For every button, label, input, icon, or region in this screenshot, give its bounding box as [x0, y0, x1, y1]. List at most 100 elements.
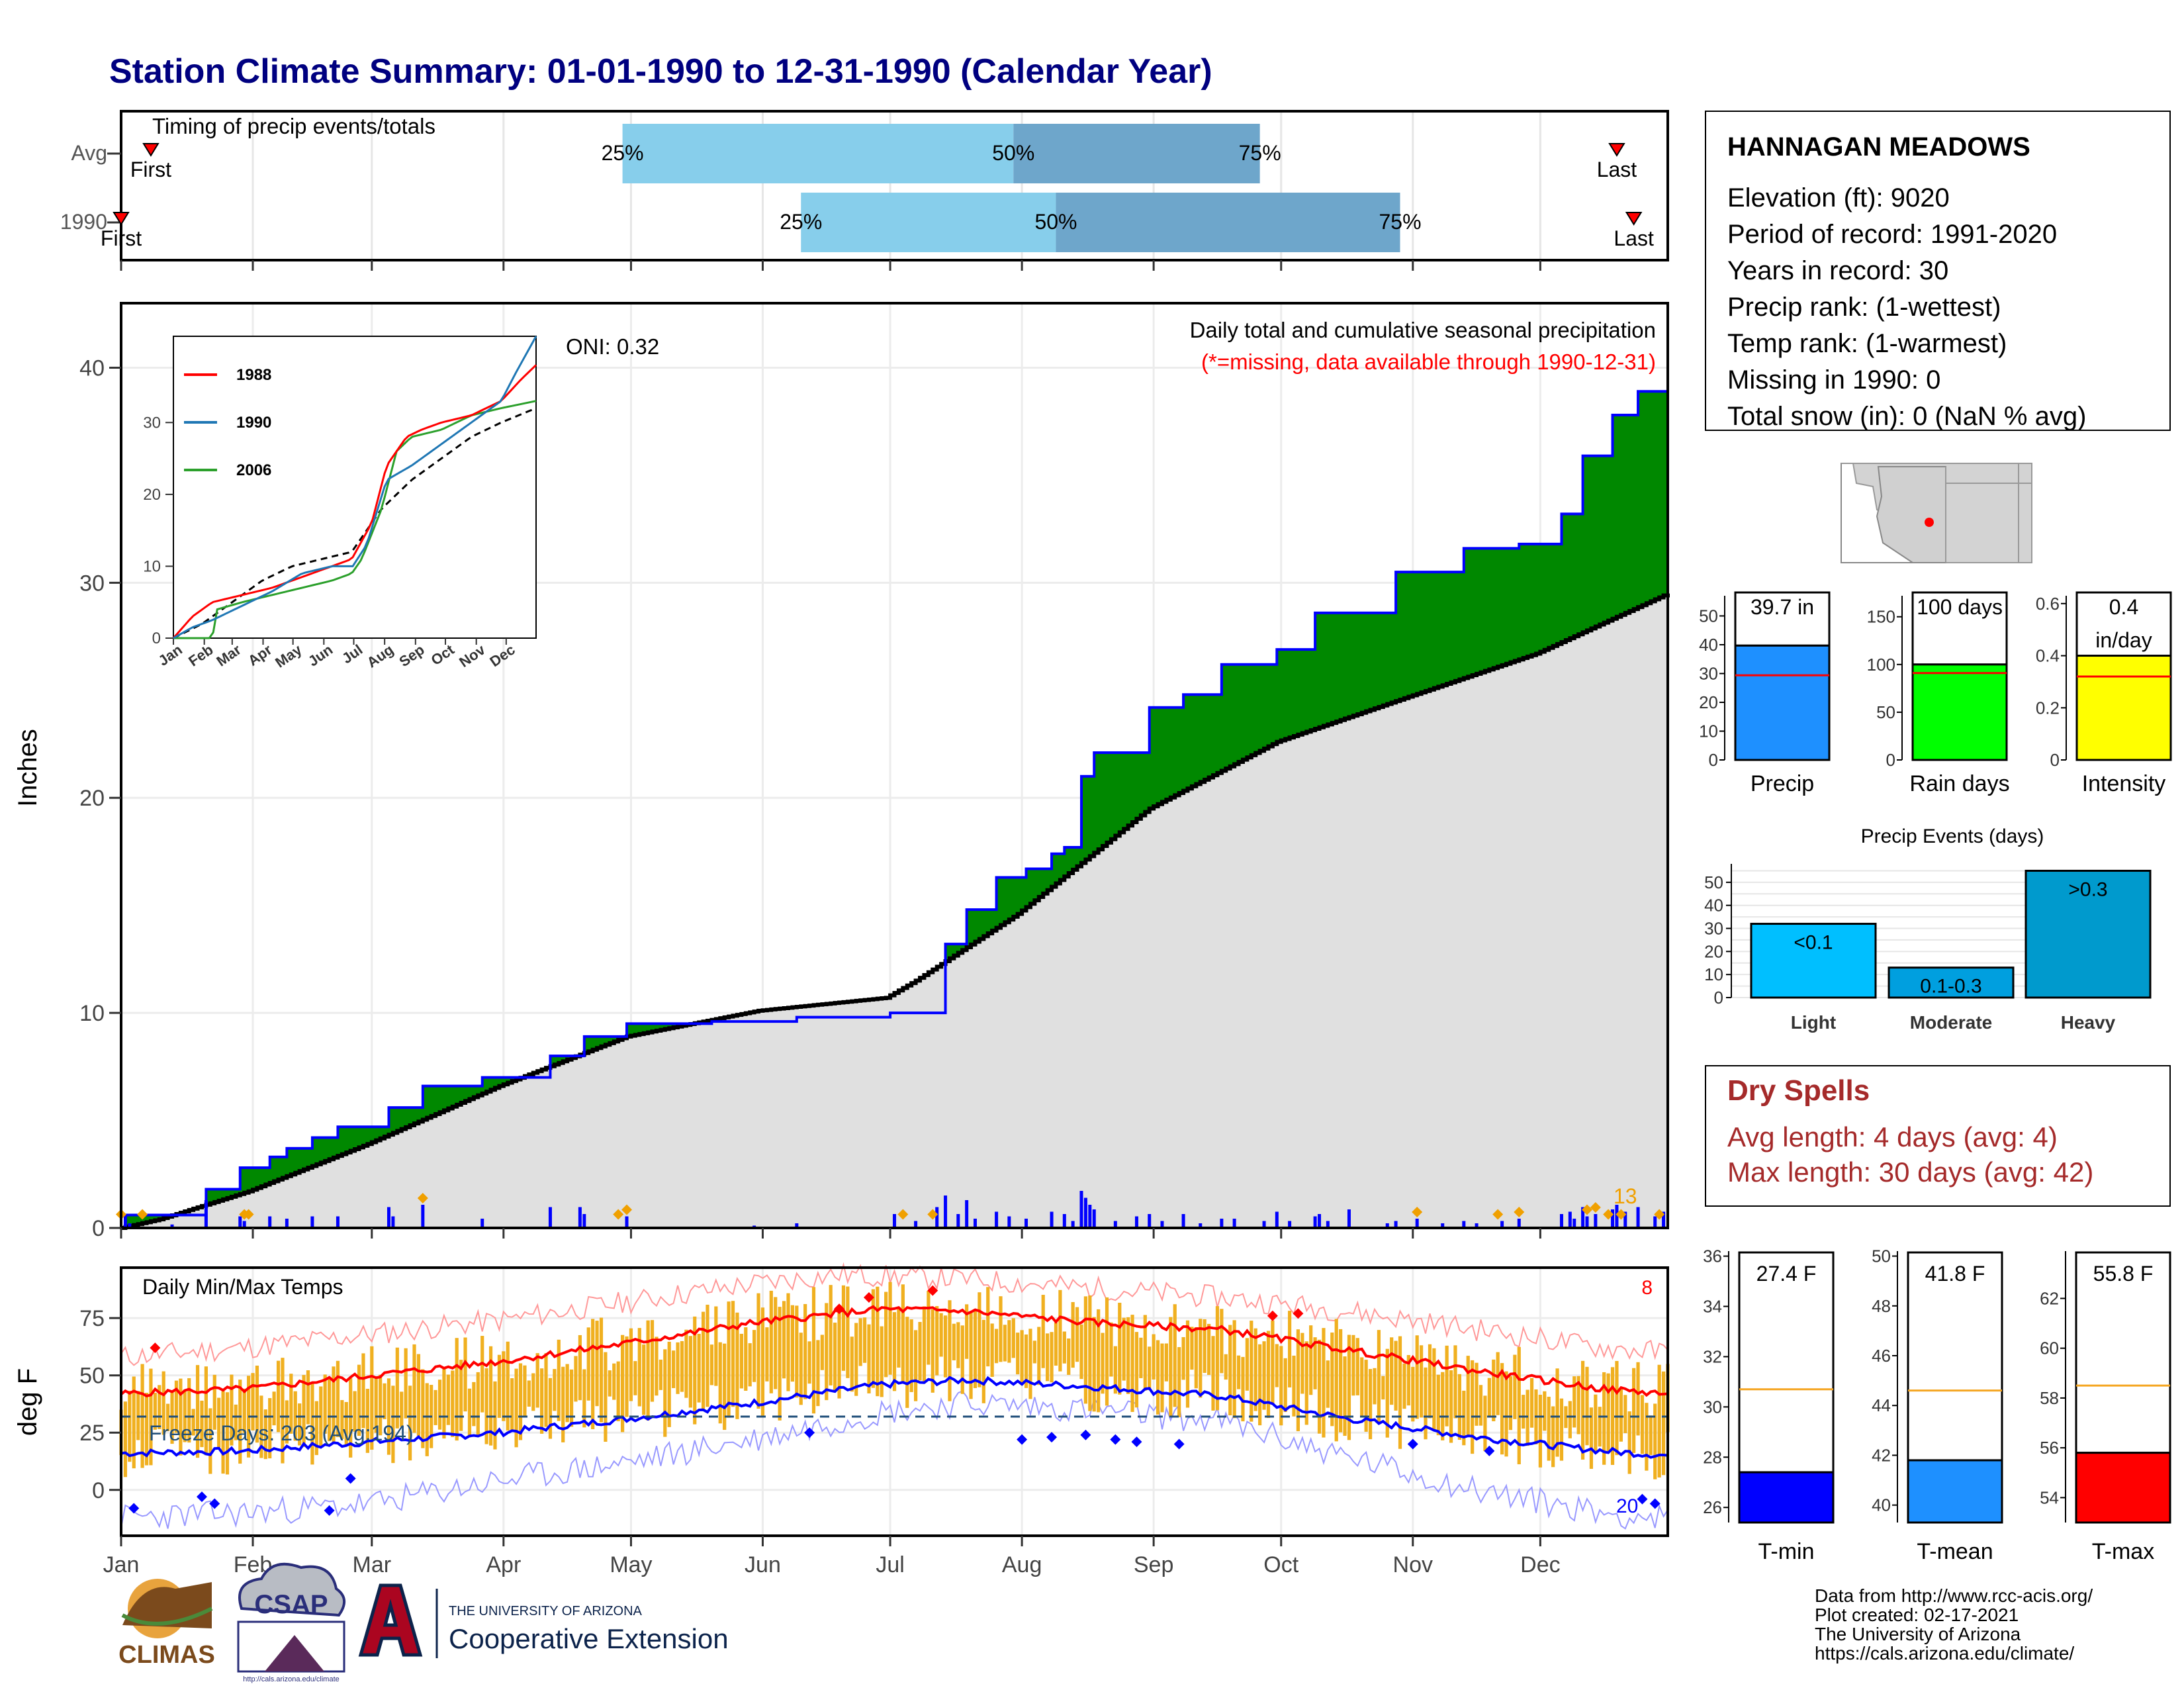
daily-precip-bar — [170, 1224, 174, 1228]
inset-xtick-label: Jul — [339, 641, 365, 667]
month-label: Sep — [1134, 1552, 1174, 1577]
extreme-event-marker — [1615, 1209, 1627, 1220]
temps-ytick-label: 75 — [79, 1306, 105, 1331]
daily-temp-bar — [1169, 1317, 1173, 1417]
extreme-event-marker — [613, 1209, 624, 1220]
daily-temp-bar — [1576, 1376, 1580, 1434]
daily-temp-bar — [1449, 1370, 1453, 1443]
daily-temp-bar — [340, 1400, 344, 1439]
daily-temp-bar — [208, 1408, 212, 1474]
daily-temp-bar — [463, 1337, 467, 1412]
daily-precip-bar — [893, 1214, 896, 1228]
daily-temp-bar — [978, 1292, 981, 1387]
daily-temp-bar — [561, 1366, 565, 1442]
daily-temp-bar — [1266, 1331, 1271, 1419]
daily-temp-bar — [582, 1369, 586, 1428]
events-tick-label: 20 — [1704, 941, 1723, 961]
events-category-label: Light — [1791, 1012, 1836, 1033]
daily-temp-bar — [1011, 1318, 1015, 1358]
daily-temp-bar — [1279, 1346, 1283, 1426]
daily-temp-bar — [1313, 1337, 1317, 1389]
mini-value-bar — [1734, 644, 1831, 761]
daily-temp-bar — [442, 1367, 446, 1439]
inset-xtick-label: Feb — [185, 641, 216, 670]
daily-temp-bar — [1475, 1362, 1479, 1426]
daily-precip-bar — [1568, 1211, 1572, 1228]
daily-temp-bar — [1130, 1315, 1134, 1412]
footer-line: Plot created: 02-17-2021 — [1815, 1605, 2019, 1625]
record-low-marker — [1110, 1434, 1121, 1445]
daily-precip-bar — [1062, 1214, 1066, 1228]
daily-temp-bar — [905, 1317, 909, 1408]
daily-temp-bar — [655, 1336, 659, 1396]
record-high-count: 8 — [1641, 1277, 1653, 1299]
timing-quantile-label: 50% — [992, 141, 1034, 165]
station-location-dot — [1925, 518, 1934, 527]
daily-temp-bar — [1083, 1296, 1088, 1404]
daily-temp-bar — [557, 1339, 561, 1421]
temp-tick-label: 48 — [1872, 1296, 1891, 1316]
inset-xtick-label: Jun — [305, 641, 336, 670]
daily-precip-bars — [123, 1191, 1666, 1228]
daily-temp-bar — [476, 1372, 480, 1437]
daily-temp-bar — [578, 1335, 582, 1401]
daily-precip-bar — [1262, 1221, 1266, 1228]
daily-temp-bar — [221, 1391, 225, 1474]
daily-temp-bar — [731, 1301, 735, 1407]
daily-temp-bar — [263, 1409, 267, 1460]
daily-temp-bar — [467, 1388, 472, 1438]
daily-temp-bar — [1377, 1330, 1381, 1424]
events-tick-label: 40 — [1704, 896, 1723, 915]
daily-temp-bar — [302, 1375, 306, 1447]
inset-xtick-label: Oct — [428, 641, 458, 669]
daily-temp-bar — [850, 1336, 854, 1392]
daily-temp-bar — [1525, 1389, 1529, 1446]
daily-temp-bar — [714, 1306, 718, 1386]
daily-temp-bar — [353, 1391, 357, 1432]
daily-temp-bar — [1134, 1332, 1139, 1408]
events-bar — [2025, 869, 2152, 999]
ua-small-text: THE UNIVERSITY OF ARIZONA — [449, 1604, 643, 1618]
daily-temp-bar — [1483, 1395, 1487, 1452]
precip-events-chart: Precip Events (days)01020304050<0.1Light… — [1704, 825, 2152, 1033]
daily-temp-bar — [1615, 1360, 1619, 1456]
daily-temp-bar — [433, 1389, 437, 1425]
daily-temp-bar — [310, 1382, 314, 1465]
extreme-event-marker — [1492, 1209, 1504, 1220]
temp-name-label: T-min — [1758, 1539, 1815, 1564]
precip-annotation-title: Daily total and cumulative seasonal prec… — [1190, 318, 1656, 342]
daily-temp-bar — [574, 1356, 578, 1402]
daily-temp-bar — [1126, 1317, 1130, 1394]
daily-temp-bar — [1139, 1337, 1143, 1378]
daily-temp-bar — [187, 1378, 191, 1443]
timing-quantile-label: 25% — [602, 141, 644, 165]
daily-temp-bar — [565, 1364, 569, 1423]
daily-temp-bar — [1283, 1358, 1287, 1413]
dry-spells-frame — [1705, 1065, 2171, 1207]
daily-precip-bar — [391, 1216, 395, 1228]
daily-temp-bar — [803, 1303, 807, 1399]
daily-temp-bar — [437, 1380, 442, 1430]
daily-temp-bar — [153, 1393, 157, 1430]
events-bar-label: >0.3 — [2068, 878, 2107, 900]
month-label: Mar — [353, 1552, 392, 1577]
daily-temp-bar — [212, 1374, 216, 1430]
average-max-line — [120, 1305, 1668, 1398]
station-info-line: Temp rank: (1-warmest) — [1727, 329, 2007, 358]
daily-temp-bar — [909, 1319, 913, 1392]
daily-temp-bar — [1156, 1340, 1160, 1415]
record-low-marker — [804, 1427, 815, 1438]
daily-temp-bar — [723, 1343, 727, 1430]
last-marker-icon — [1608, 143, 1625, 157]
daily-temp-bar — [739, 1333, 743, 1389]
daily-temp-bar — [1232, 1320, 1236, 1419]
daily-temp-bar — [1113, 1346, 1117, 1394]
daily-temp-bar — [518, 1363, 523, 1440]
daily-temp-bar — [672, 1350, 676, 1388]
last-marker-icon — [1625, 212, 1643, 226]
daily-precip-bar — [1160, 1221, 1164, 1228]
temp-value-label: 41.8 F — [1925, 1262, 1985, 1286]
daily-temp-bar — [1190, 1327, 1194, 1370]
daily-temp-bar — [1364, 1360, 1368, 1432]
